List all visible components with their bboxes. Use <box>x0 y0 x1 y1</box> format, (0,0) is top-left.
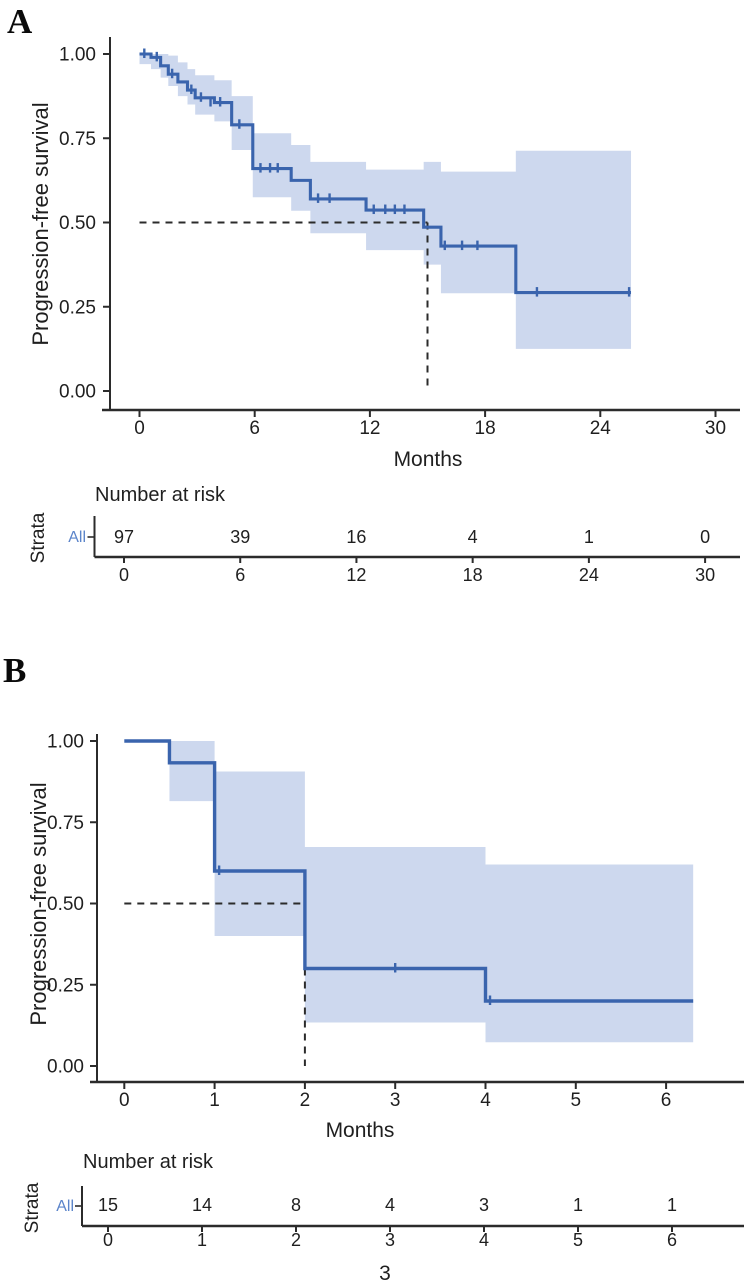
x-axis-title: Months <box>394 448 463 471</box>
confidence-band <box>139 54 632 349</box>
x-axis-tick-label: 4 <box>480 1090 491 1111</box>
risk-axis-tick-label: 1 <box>197 1230 207 1250</box>
stray-footer-text: 3 <box>379 1262 391 1285</box>
km-chart-panel-a: 1.00 0.75 0.50 0.25 0.00 0 6 12 18 24 30 Months Prog… <box>28 37 740 585</box>
x-axis-tick-label: 6 <box>249 418 260 439</box>
risk-count: 15 <box>98 1195 118 1215</box>
risk-table-title: Number at risk <box>83 1151 214 1173</box>
x-axis-tick-label: 0 <box>119 1090 130 1111</box>
risk-table-strata-axis-label: Strata <box>22 1182 43 1233</box>
x-axis-tick-label: 12 <box>359 418 380 439</box>
km-chart-panel-b: 1.00 0.75 0.50 0.25 0.00 0 1 2 3 4 5 6 Months Progres… <box>22 732 744 1285</box>
risk-count: 97 <box>114 527 134 547</box>
y-axis-tick-label: 1.00 <box>59 45 96 66</box>
risk-axis-tick-label: 3 <box>385 1230 395 1250</box>
risk-axis-tick-label: 5 <box>573 1230 583 1250</box>
risk-count: 0 <box>700 527 710 547</box>
y-axis-title: Progression-free survival <box>26 782 51 1025</box>
risk-axis-tick-label: 18 <box>463 565 483 585</box>
y-axis-tick-label: 0.50 <box>59 213 96 234</box>
risk-axis-tick-label: 0 <box>119 565 129 585</box>
confidence-band <box>169 741 694 1043</box>
panel-b-label: B <box>3 651 27 690</box>
km-survival-curve <box>124 739 694 1003</box>
risk-axis-tick-label: 30 <box>695 565 715 585</box>
y-axis-tick-label: 1.00 <box>47 732 84 753</box>
risk-count: 8 <box>291 1195 301 1215</box>
y-axis-tick-label: 0.00 <box>47 1057 84 1078</box>
x-axis-tick-label: 3 <box>390 1090 401 1111</box>
risk-count: 4 <box>385 1195 395 1215</box>
risk-table-stratum-label: All <box>68 529 86 546</box>
y-axis-tick-label: 0.25 <box>47 975 84 996</box>
y-axis-tick-label: 0.25 <box>59 297 96 318</box>
risk-table-stratum-label: All <box>56 1198 74 1215</box>
y-axis-tick-label: 0.75 <box>47 813 84 834</box>
risk-axis-tick-label: 12 <box>346 565 366 585</box>
panel-a-label: A <box>7 2 33 41</box>
risk-axis-tick-label: 6 <box>235 565 245 585</box>
risk-count: 1 <box>584 527 594 547</box>
risk-count: 3 <box>479 1195 489 1215</box>
x-axis-tick-label: 5 <box>571 1090 582 1111</box>
risk-axis-tick-label: 2 <box>291 1230 301 1250</box>
risk-count: 14 <box>192 1195 212 1215</box>
risk-axis-tick-label: 6 <box>667 1230 677 1250</box>
x-axis-tick-label: 6 <box>661 1090 672 1111</box>
risk-count: 39 <box>230 527 250 547</box>
risk-count: 4 <box>468 527 478 547</box>
x-axis-tick-label: 30 <box>705 418 726 439</box>
risk-table-strata-axis-label: Strata <box>28 512 49 563</box>
risk-count: 1 <box>667 1195 677 1215</box>
x-axis-tick-label: 0 <box>134 418 145 439</box>
risk-axis-tick-label: 24 <box>579 565 599 585</box>
risk-count: 1 <box>573 1195 583 1215</box>
x-axis-tick-label: 18 <box>475 418 496 439</box>
x-axis-tick-label: 24 <box>590 418 612 439</box>
x-axis-tick-label: 2 <box>300 1090 311 1111</box>
risk-axis-tick-label: 0 <box>103 1230 113 1250</box>
risk-count: 16 <box>346 527 366 547</box>
risk-table-title: Number at risk <box>95 484 226 506</box>
y-axis-tick-label: 0.50 <box>47 894 84 915</box>
x-axis-tick-label: 1 <box>209 1090 220 1111</box>
y-axis-tick-label: 0.00 <box>59 382 96 403</box>
risk-axis-tick-label: 4 <box>479 1230 489 1250</box>
km-survival-curve <box>139 52 632 295</box>
y-axis-title: Progression-free survival <box>28 102 53 345</box>
y-axis-tick-label: 0.75 <box>59 129 96 150</box>
x-axis-title: Months <box>326 1119 395 1142</box>
